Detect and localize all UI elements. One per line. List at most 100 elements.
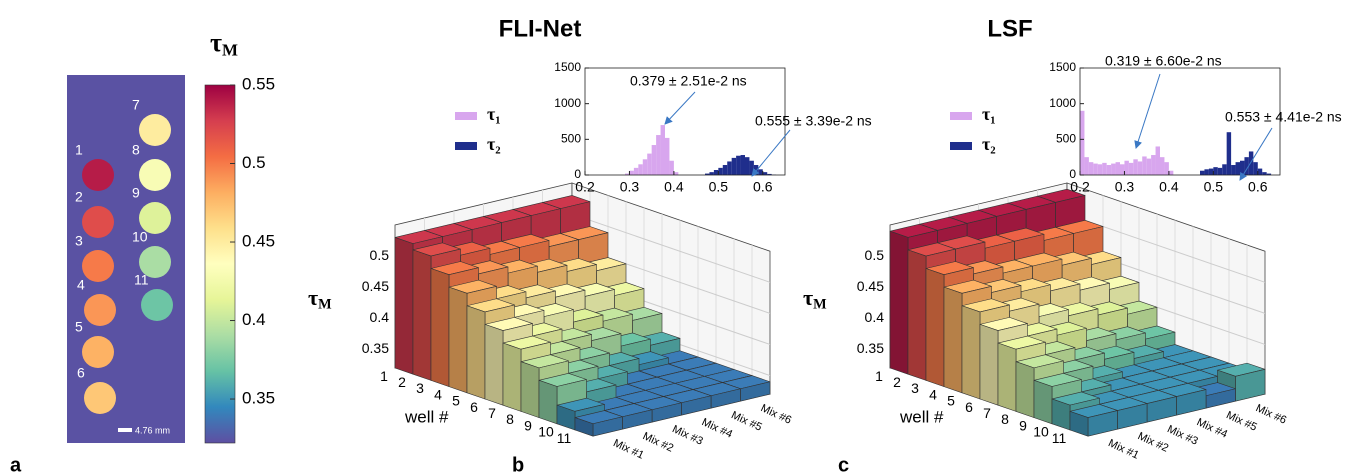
annotation: 0.319 ± 6.60e-2 ns	[1105, 53, 1222, 69]
well-label: 5	[75, 319, 83, 335]
hist-bar	[741, 155, 745, 175]
x-tick-label: 3	[911, 380, 919, 396]
hist-bar	[1200, 171, 1204, 175]
hist-bar	[714, 170, 718, 175]
well-label: 7	[132, 97, 140, 113]
scale-bar	[118, 428, 132, 432]
x-tick-label: 8	[506, 411, 514, 427]
x-tick-label: 0.3	[1115, 179, 1135, 195]
hist-bar	[1138, 161, 1142, 175]
legend-swatch	[455, 112, 477, 120]
hist-bar	[749, 161, 753, 175]
legend-swatch	[455, 142, 477, 150]
hist-bar	[732, 158, 736, 175]
label-base: τ	[210, 28, 222, 57]
x-tick-label: 0.6	[753, 179, 773, 195]
z-tick-label: 0.5	[370, 247, 390, 263]
bar-face-side	[980, 324, 998, 405]
hist-bar	[1218, 168, 1222, 175]
x-tick-label: 4	[434, 386, 442, 402]
x-tick-label: 6	[470, 399, 478, 415]
hist-bar	[1156, 146, 1160, 175]
hist-bar	[1151, 155, 1155, 175]
hist-bar	[665, 138, 669, 175]
bar-face-side	[998, 343, 1016, 411]
bar-face-side	[926, 268, 944, 386]
y-tick-label: Mix #6	[759, 402, 793, 427]
bar-face-side	[413, 250, 431, 381]
well	[82, 336, 114, 368]
hist-bar	[1107, 165, 1111, 175]
scale-bar-label: 4.76 mm	[135, 425, 170, 435]
hist-bar	[1169, 171, 1173, 175]
x-tick-label: 0.3	[620, 179, 640, 195]
y-tick-label: 500	[1056, 132, 1076, 146]
well-label: 11	[134, 272, 149, 288]
axis-label: τM	[210, 28, 238, 59]
legend-label: τ₁	[982, 104, 996, 124]
y-tick-label: 1500	[554, 60, 581, 74]
x-tick-label: 1	[380, 368, 388, 384]
x-tick-label: 2	[893, 374, 901, 390]
bar-face-side	[944, 287, 962, 393]
bar-face-side	[539, 380, 557, 424]
well	[82, 250, 114, 282]
hist-bar	[1102, 163, 1106, 175]
hist-bar	[1231, 165, 1235, 175]
well-label: 4	[77, 277, 85, 293]
hist-bar	[669, 161, 673, 175]
hist-bar	[736, 156, 740, 175]
colorbar-tick-label: 0.35	[242, 389, 275, 408]
label-sub: M	[222, 40, 238, 59]
x-tick-label: 6	[965, 399, 973, 415]
hist-bar	[1142, 156, 1146, 175]
colorbar-tick-label: 0.5	[242, 153, 266, 172]
well	[139, 159, 171, 191]
well-label: 10	[132, 229, 148, 245]
chart-title: LSF	[987, 15, 1032, 42]
hist-bar	[652, 145, 656, 175]
hist-bar	[1209, 169, 1213, 175]
hist-bar	[1124, 161, 1128, 175]
hist-bar	[638, 164, 642, 175]
well	[84, 382, 116, 414]
hist-bar	[1249, 151, 1253, 175]
hist-bar	[1080, 111, 1084, 175]
hist-bar	[1116, 162, 1120, 175]
bar-face-side	[449, 287, 467, 393]
hist-bar	[647, 154, 651, 175]
legend-label: τ₂	[982, 134, 996, 154]
hist-bar	[656, 135, 660, 175]
y-tick-label: 1500	[1049, 60, 1076, 74]
x-tick-label: 0.5	[1204, 179, 1224, 195]
colorbar-tick-label: 0.45	[242, 232, 275, 251]
bar-face-side	[521, 362, 539, 418]
y-tick-label: 0	[574, 167, 581, 181]
hist-bar	[709, 172, 713, 175]
hist-bar	[1253, 162, 1257, 175]
panel-label: a	[10, 454, 22, 476]
hist-bar	[674, 172, 678, 175]
panel-label: c	[838, 454, 849, 476]
label-base: τ	[308, 285, 318, 310]
hist-bar	[1160, 157, 1164, 175]
bar-face-side	[1034, 380, 1052, 424]
x-tick-label: 5	[947, 393, 955, 409]
hist-bar	[1204, 169, 1208, 175]
hist-bar	[1147, 159, 1151, 175]
bar-face-side	[467, 306, 485, 399]
hist-bar	[718, 168, 722, 175]
x-tick-label: 10	[538, 424, 554, 440]
hist-bar	[727, 161, 731, 175]
x-tick-label: 11	[557, 430, 572, 446]
x-tick-label: 2	[398, 374, 406, 390]
hist-bar	[661, 125, 665, 175]
bar-face-side	[395, 237, 413, 374]
hist-bar	[629, 171, 633, 175]
well-label: 1	[75, 142, 83, 158]
x-tick-label: 11	[1052, 430, 1067, 446]
y-tick-label: 0	[1069, 167, 1076, 181]
chart-title: FLI-Net	[499, 15, 582, 42]
well-label: 2	[75, 189, 83, 205]
x-axis-label: well #	[899, 407, 944, 426]
